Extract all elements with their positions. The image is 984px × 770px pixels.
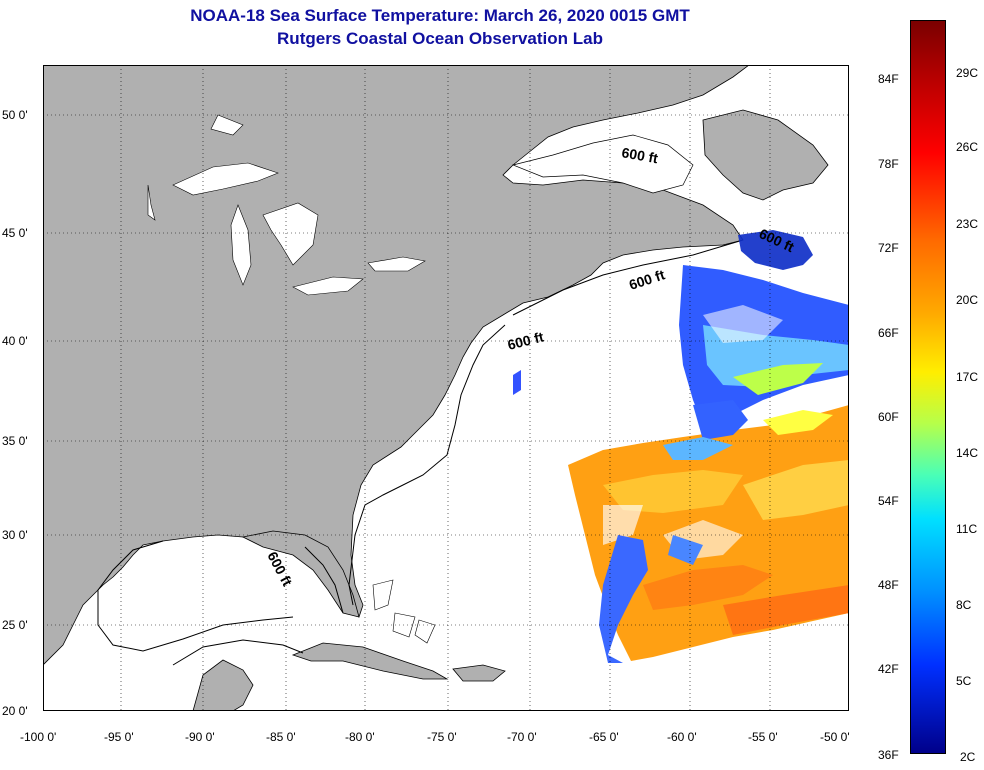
lon-label: -85 0' (266, 730, 296, 744)
lat-label: 50 0' (2, 108, 28, 122)
scale-f-label: 48F (878, 578, 899, 592)
scale-c-label: 20C (956, 293, 979, 307)
map-title: NOAA-18 Sea Surface Temperature: March 2… (190, 6, 690, 25)
map-frame (43, 65, 849, 711)
lon-label: -90 0' (185, 730, 215, 744)
lat-label: 20 0' (2, 704, 28, 718)
scale-c-label: 26C (956, 140, 979, 154)
scale-f-label: 60F (878, 410, 899, 424)
scale-f-label: 42F (878, 662, 899, 676)
sst-map: 600 ft 600 ft 600 ft 600 ft 600 ft (43, 65, 849, 711)
land-hispaniola (452, 664, 506, 682)
land-north-america (43, 65, 750, 666)
scale-c-label: 14C (956, 446, 979, 460)
lon-label: -75 0' (427, 730, 457, 744)
land-newfoundland (702, 109, 829, 201)
great-lakes (147, 114, 426, 296)
lat-label: 25 0' (2, 618, 28, 632)
scale-f-label: 54F (878, 494, 899, 508)
lon-label: -95 0' (104, 730, 134, 744)
gulf-st-lawrence (511, 134, 694, 194)
scale-c-label: 11C (956, 522, 978, 536)
lon-label: -60 0' (667, 730, 697, 744)
scale-f-label: 72F (878, 241, 899, 255)
lat-label: 30 0' (2, 528, 28, 542)
land-cuba (291, 642, 449, 680)
contour-label: 600 ft (620, 144, 659, 166)
scale-c-label: 17C (956, 370, 979, 384)
lon-label: -80 0' (345, 730, 375, 744)
lat-label: 35 0' (2, 434, 28, 448)
lon-label: -50 0' (820, 730, 850, 744)
scale-c-label: 5C (956, 674, 972, 688)
lon-label: -70 0' (507, 730, 537, 744)
lat-label: 45 0' (2, 226, 28, 240)
scale-c-label: 29C (956, 66, 979, 80)
scale-f-label: 78F (878, 157, 899, 171)
sst-data (513, 230, 849, 663)
scale-f-label: 36F (878, 748, 899, 762)
lon-label: -65 0' (589, 730, 619, 744)
lon-label: -100 0' (20, 730, 57, 744)
sst-color-scale (910, 20, 946, 754)
lon-label: -55 0' (748, 730, 778, 744)
scale-f-label: 84F (878, 72, 899, 86)
lat-label: 40 0' (2, 334, 28, 348)
scale-c-label: 8C (956, 598, 972, 612)
scale-f-label: 66F (878, 326, 899, 340)
land-florida (241, 530, 360, 618)
map-subtitle: Rutgers Coastal Ocean Observation Lab (277, 29, 603, 48)
scale-c-label: 2C (960, 750, 976, 764)
scale-c-label: 23C (956, 217, 979, 231)
